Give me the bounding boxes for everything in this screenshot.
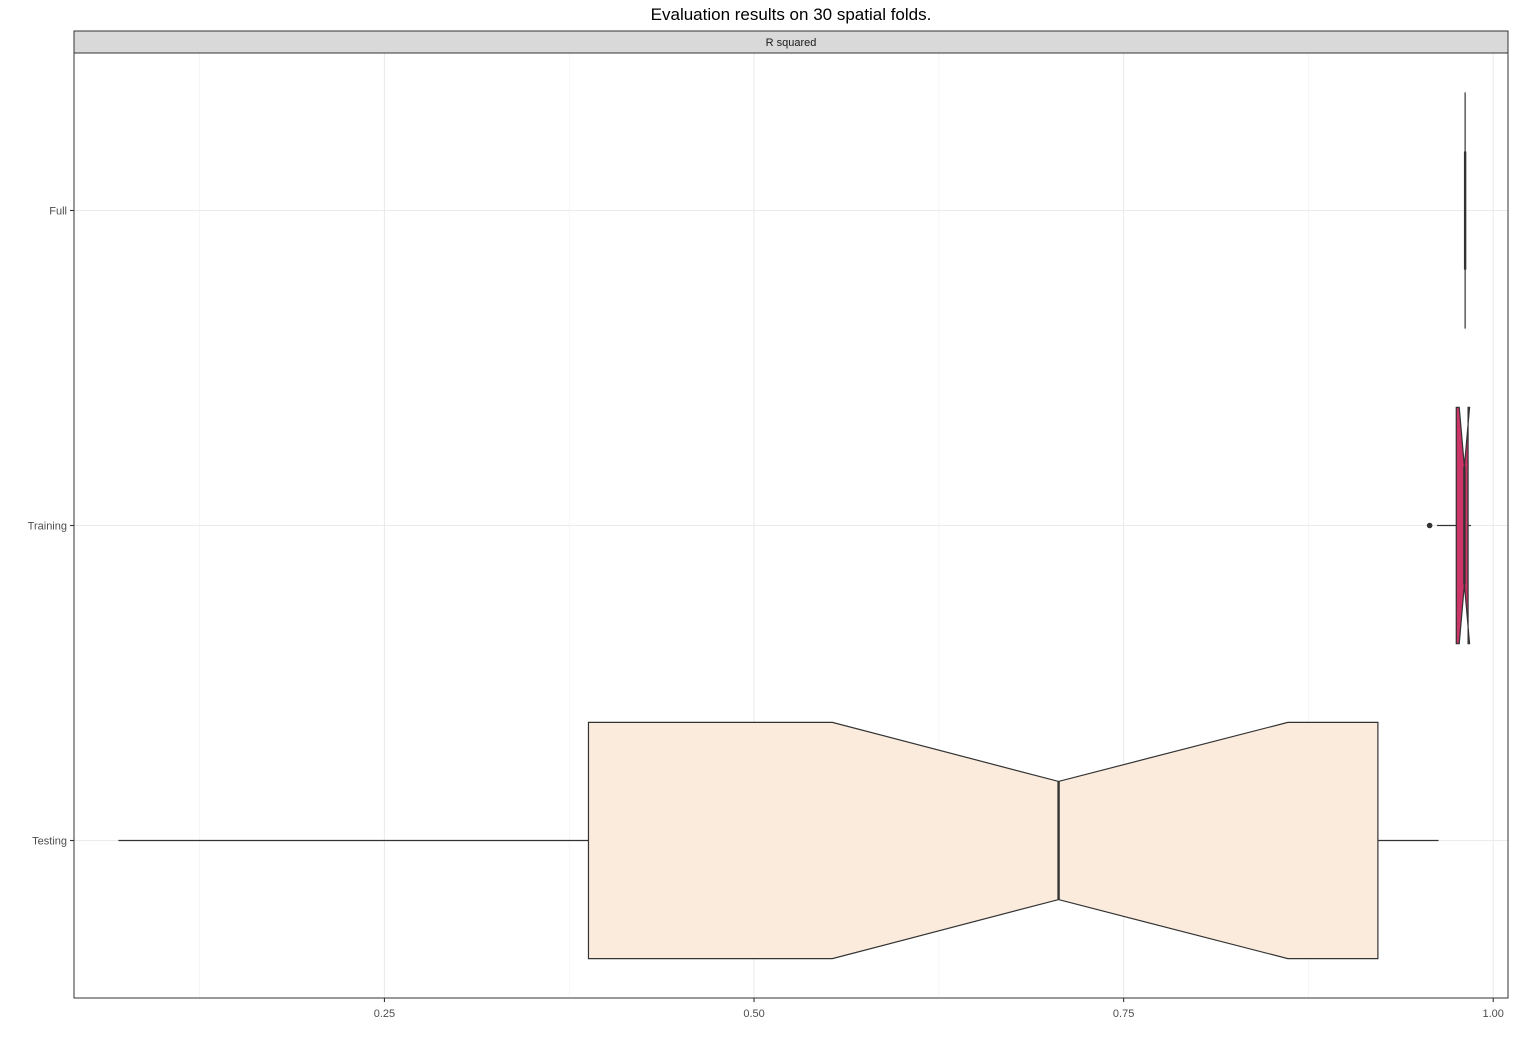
x-tick-label: 1.00 [1483, 1008, 1504, 1020]
x-tick-label: 0.25 [374, 1008, 395, 1020]
y-tick-label: Testing [32, 836, 67, 848]
boxes [118, 92, 1472, 960]
plot-panel [73, 52, 1509, 999]
notched-box [587, 721, 1379, 960]
chart-title: Evaluation results on 30 spatial folds. [651, 5, 932, 24]
box-testing [118, 721, 1439, 960]
outlier-point [1426, 522, 1433, 529]
x-tick-label: 0.75 [1113, 1008, 1134, 1020]
y-tick-label: Full [49, 206, 67, 218]
x-tick-label: 0.50 [743, 1008, 764, 1020]
x-axis: 0.25 0.50 0.75 1.00 [374, 998, 1504, 1020]
box-training [1426, 406, 1472, 645]
y-axis: Full Training Testing [28, 206, 74, 848]
notched-box [1455, 406, 1471, 645]
facet-label: R squared [766, 37, 817, 49]
facet-strip: R squared [73, 30, 1509, 54]
y-tick-label: Training [28, 521, 67, 533]
